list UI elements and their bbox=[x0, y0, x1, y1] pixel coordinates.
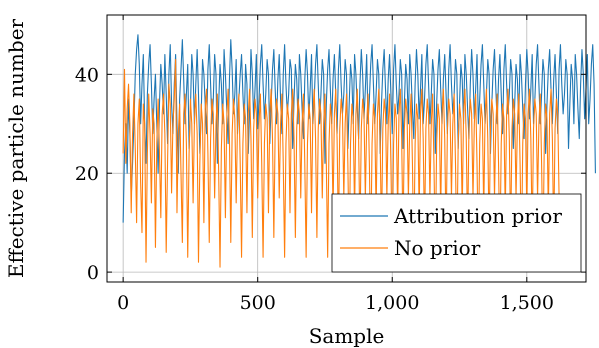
y-axis-label: Effective particle number bbox=[4, 18, 28, 278]
series-line-attribution-prior bbox=[122, 34, 596, 223]
series-line-no-prior bbox=[122, 58, 560, 268]
x-tick-label: 500 bbox=[240, 292, 276, 314]
y-tick-label: 20 bbox=[75, 163, 99, 185]
series-lines bbox=[122, 34, 596, 268]
legend: Attribution prior No prior bbox=[331, 193, 582, 273]
y-tick-label: 40 bbox=[75, 64, 99, 86]
legend-box bbox=[331, 193, 582, 273]
plot-frame bbox=[106, 14, 587, 283]
x-tick-label: 1,500 bbox=[500, 292, 554, 314]
legend-label: Attribution prior bbox=[393, 204, 562, 228]
ticks: 0 500 1,000 1,500 0 20 40 bbox=[75, 15, 586, 314]
x-tick-label: 1,000 bbox=[365, 292, 419, 314]
x-axis-label: Sample bbox=[309, 324, 385, 348]
legend-label: No prior bbox=[394, 236, 481, 260]
y-tick-label: 0 bbox=[87, 262, 99, 284]
x-tick-label: 0 bbox=[117, 292, 129, 314]
